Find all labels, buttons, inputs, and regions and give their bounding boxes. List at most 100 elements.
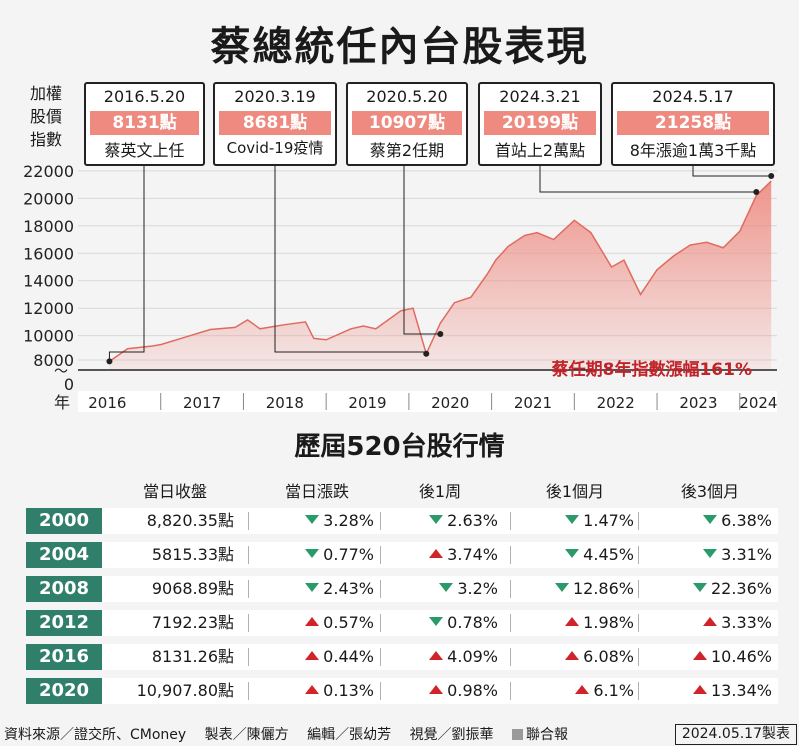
x-tick-label: 2016 [88, 394, 126, 412]
arrow-down-icon [429, 617, 444, 626]
column-separator [510, 614, 511, 632]
column-separator [380, 546, 381, 564]
arrow-down-icon [305, 515, 320, 524]
index-chart: 22000 20000 18000 16000 14000 12000 10000 8000～… [23, 162, 777, 412]
year-badge: 2000 [26, 508, 102, 534]
table-row: 2004 5815.33點 0.77% 3.74% 4.45% 3.31% [26, 542, 778, 568]
column-separator [248, 614, 249, 632]
arrow-up-icon [305, 685, 320, 694]
column-separator [380, 648, 381, 666]
change-value: 0.98% [447, 681, 498, 700]
arrow-up-icon [565, 617, 580, 626]
arrow-up-icon [429, 685, 444, 694]
column-separator [380, 512, 381, 530]
change-cell: 22.36% [662, 576, 772, 602]
change-value: 13.34% [710, 681, 772, 700]
column-separator [510, 682, 511, 700]
close-value: 10,907.80點 [136, 681, 234, 700]
arrow-up-icon [703, 617, 718, 626]
brand-square-icon [512, 729, 524, 740]
x-tick-label: 2023 [679, 394, 717, 412]
arrow-down-icon [692, 583, 707, 592]
event-value: 21258點 [617, 111, 769, 135]
arrow-down-icon [703, 549, 718, 558]
table-row: 2020 10,907.80點 0.13% 0.98% 6.1% 13.34% [26, 678, 778, 704]
change-cell: 13.34% [662, 678, 772, 704]
arrow-down-icon [565, 515, 580, 524]
y-tick-label: 8000 [33, 351, 74, 370]
series-line [109, 180, 772, 362]
x-tick-label: 2019 [348, 394, 386, 412]
table-row: 2000 8,820.35點 3.28% 2.63% 1.47% 6.38% [26, 508, 778, 534]
change-value: 1.47% [583, 511, 634, 530]
event-date: 2020.5.20 [366, 87, 448, 106]
change-cell: 6.08% [534, 644, 634, 670]
event-label: 蔡第2任期 [369, 141, 445, 160]
column-header: 後3個月 [680, 482, 740, 501]
event-label: 首站上2萬點 [494, 141, 586, 160]
arrow-down-icon [554, 583, 569, 592]
arrow-down-icon [439, 583, 454, 592]
table-row: 2008 9068.89點 2.43% 3.2% 12.86% 22.36% [26, 576, 778, 602]
callout-leader [403, 166, 441, 335]
arrow-up-icon [565, 651, 580, 660]
change-value: 2.43% [323, 579, 374, 598]
change-cell: 0.13% [274, 678, 374, 704]
y-axis-header-line: 股價 [29, 107, 62, 126]
arrow-down-icon [305, 583, 320, 592]
arrow-up-icon [575, 685, 590, 694]
y-tick-label: 12000 [23, 299, 74, 318]
change-value: 0.44% [323, 647, 374, 666]
column-header: 當日收盤 [142, 482, 207, 501]
close-value: 7192.23點 [151, 613, 234, 632]
event-label: 8年漲逾1萬3千點 [629, 141, 757, 160]
brand-mark: 聯合報 [512, 727, 568, 743]
x-tick-label: 2018 [266, 394, 304, 412]
callout-leader [692, 166, 772, 177]
y-tick-label: 20000 [23, 189, 74, 208]
change-value: 12.86% [572, 579, 634, 598]
arrow-up-icon [429, 549, 444, 558]
event-date: 2024.3.21 [499, 87, 581, 106]
change-value: 3.2% [457, 579, 498, 598]
x-tick-label: 2021 [514, 394, 552, 412]
column-separator [510, 512, 511, 530]
event-point [437, 331, 444, 337]
series-area [109, 181, 772, 370]
change-cell: 4.09% [408, 644, 498, 670]
event-label: Covid-19疫情 [226, 139, 324, 157]
event-point [106, 358, 113, 365]
column-separator [638, 512, 639, 530]
event-point [768, 173, 775, 179]
year-badge: 2020 [26, 678, 102, 704]
event-value: 8131點 [90, 111, 199, 135]
arrow-up-icon [692, 685, 707, 694]
event-date: 2016.5.20 [103, 87, 186, 106]
change-value: 6.38% [721, 511, 772, 530]
change-cell: 0.44% [274, 644, 374, 670]
year-badge: 2008 [26, 576, 102, 602]
event-value: 10907點 [352, 111, 462, 135]
event-value: 8681點 [219, 111, 331, 135]
y-tick-label: 10000 [23, 327, 74, 346]
table-title: 歷屆520台股行情 [294, 432, 505, 462]
arrow-up-icon [305, 617, 320, 626]
column-separator [248, 648, 249, 666]
x-axis-unit: 年 [54, 393, 70, 412]
close-value: 5815.33點 [151, 545, 234, 564]
change-cell: 3.31% [662, 542, 772, 568]
column-header: 後1周 [418, 482, 462, 501]
change-cell: 6.1% [534, 678, 634, 704]
y-axis-header-line: 加權 [29, 84, 62, 103]
change-cell: 0.98% [408, 678, 498, 704]
change-cell: 1.47% [534, 508, 634, 534]
change-cell: 0.78% [408, 610, 498, 636]
change-cell: 6.38% [662, 508, 772, 534]
column-separator [638, 614, 639, 632]
event-value: 20199點 [484, 111, 596, 135]
x-axis-band [78, 391, 777, 412]
x-tick-label: 2020 [431, 394, 469, 412]
column-header: 當日漲跌 [284, 482, 349, 501]
event-callout: 2020.5.20 10907點 蔡第2任期 [346, 82, 468, 166]
callout-leader [108, 166, 145, 362]
